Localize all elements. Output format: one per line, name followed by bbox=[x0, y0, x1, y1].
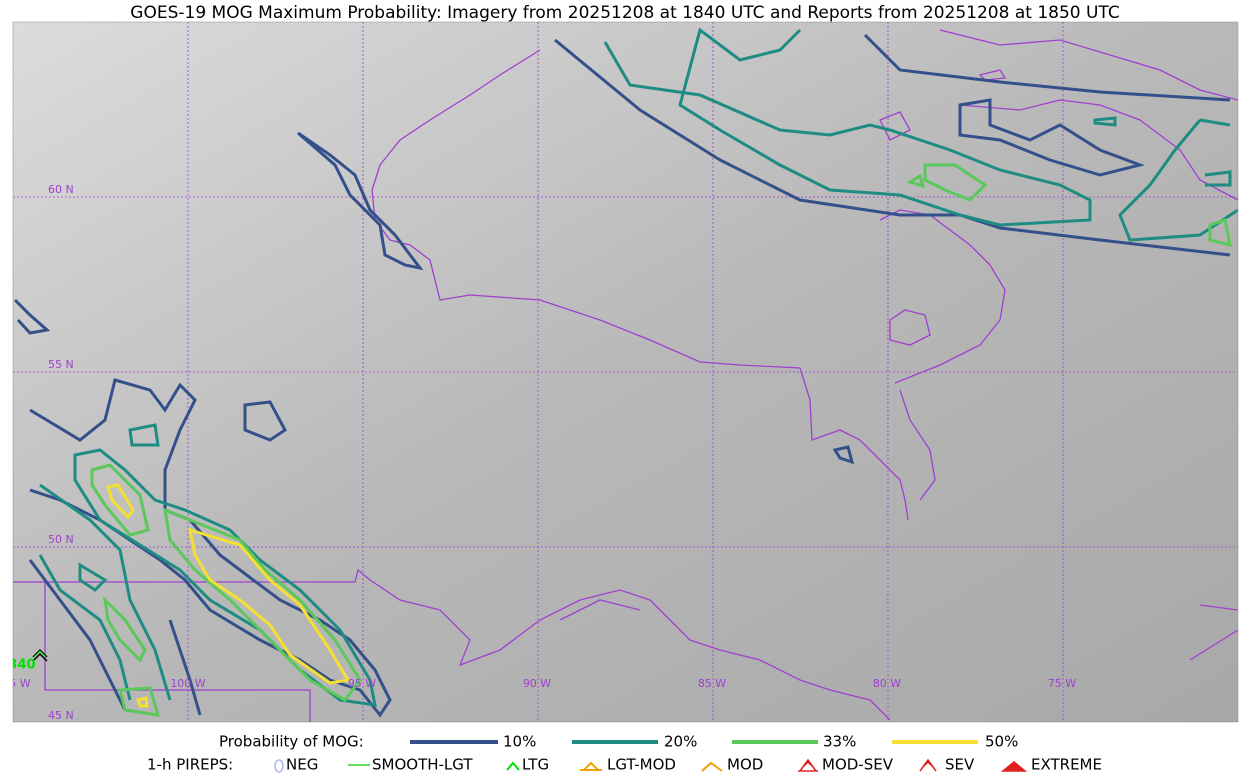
legend-label: LTG bbox=[522, 756, 549, 774]
coastline bbox=[899, 389, 936, 501]
legend-label: SMOOTH-LGT bbox=[372, 756, 473, 774]
contour bbox=[188, 527, 351, 685]
legend-label: 50% bbox=[985, 733, 1018, 751]
coastlines bbox=[13, 29, 1238, 722]
contours-10 bbox=[13, 33, 1231, 718]
pirep-symbol bbox=[33, 650, 47, 658]
contour bbox=[863, 33, 1231, 102]
contour bbox=[73, 448, 377, 707]
legend-title: Probability of MOG: bbox=[219, 733, 364, 751]
pirep-report: 340 bbox=[8, 648, 48, 673]
lat-label: 50 N bbox=[48, 533, 74, 546]
legend-label: 33% bbox=[823, 733, 856, 751]
coastline bbox=[879, 209, 1006, 384]
coastline bbox=[371, 49, 909, 521]
lon-label: 95 W bbox=[348, 677, 376, 690]
contour bbox=[29, 378, 392, 718]
contours-50 bbox=[106, 483, 351, 708]
lon-label: 90 W bbox=[523, 677, 551, 690]
legend-pireps: 1-h PIREPS: NEG SMOOTH-LGT LTG LGT-MOD M… bbox=[147, 756, 1102, 774]
map-frame bbox=[12, 21, 1239, 723]
contour bbox=[243, 400, 287, 442]
lat-label: 45 N bbox=[48, 709, 74, 722]
legend-label: SEV bbox=[945, 756, 975, 774]
legend-label: LGT-MOD bbox=[607, 756, 676, 774]
contour bbox=[106, 483, 135, 520]
legend-label: 20% bbox=[664, 733, 697, 751]
boundary bbox=[44, 582, 1238, 722]
grid bbox=[13, 22, 1238, 722]
contour bbox=[102, 595, 161, 717]
legend-symbol bbox=[701, 761, 723, 772]
contour bbox=[958, 98, 1146, 177]
contour bbox=[1093, 116, 1238, 242]
lon-label: 80 W bbox=[873, 677, 901, 690]
legend-label: NEG bbox=[286, 756, 318, 774]
pirep-label: 340 bbox=[8, 658, 35, 673]
legend-symbol bbox=[274, 759, 284, 773]
legend-label: EXTREME bbox=[1031, 756, 1102, 774]
legend-symbol bbox=[580, 761, 602, 771]
legend-label: MOD bbox=[727, 756, 763, 774]
contour bbox=[136, 696, 149, 708]
legend-symbol bbox=[506, 761, 520, 771]
lat-label: 60 N bbox=[48, 183, 74, 196]
lon-label: 85 W bbox=[698, 677, 726, 690]
lat-label: 55 N bbox=[48, 358, 74, 371]
island bbox=[889, 309, 931, 346]
lon-label: 105 W bbox=[0, 677, 31, 690]
contour bbox=[90, 463, 150, 537]
contour bbox=[906, 163, 1232, 248]
lon-label: 75 W bbox=[1048, 677, 1076, 690]
legend-symbol bbox=[1000, 761, 1028, 772]
contour bbox=[603, 27, 1092, 227]
legend-symbol bbox=[798, 758, 818, 772]
contour bbox=[38, 423, 172, 701]
title: GOES-19 MOG Maximum Probability: Imagery… bbox=[130, 3, 1119, 23]
grid-labels: 60 N 55 N 50 N 45 N 105 W 100 W 95 W 90 … bbox=[0, 183, 1076, 722]
legend-probability: Probability of MOG: 10% 20% 33% 50% bbox=[219, 733, 1018, 751]
contour bbox=[163, 507, 362, 702]
map: 60 N 55 N 50 N 45 N 105 W 100 W 95 W 90 … bbox=[0, 22, 1238, 722]
coastline bbox=[13, 568, 891, 721]
contour bbox=[28, 559, 202, 716]
contour bbox=[13, 298, 51, 335]
contour bbox=[832, 445, 855, 465]
legend-label: 10% bbox=[503, 733, 536, 751]
contours-20 bbox=[38, 27, 1238, 707]
pirep-symbol bbox=[32, 648, 48, 662]
contour bbox=[297, 131, 424, 271]
legend-symbol bbox=[919, 758, 937, 772]
coastline bbox=[879, 29, 1238, 201]
legend-title: 1-h PIREPS: bbox=[147, 756, 233, 774]
contour bbox=[554, 38, 1231, 257]
lon-label: 100 W bbox=[170, 677, 205, 690]
contours-33 bbox=[90, 163, 1232, 717]
legend-label: MOD-SEV bbox=[822, 756, 894, 774]
